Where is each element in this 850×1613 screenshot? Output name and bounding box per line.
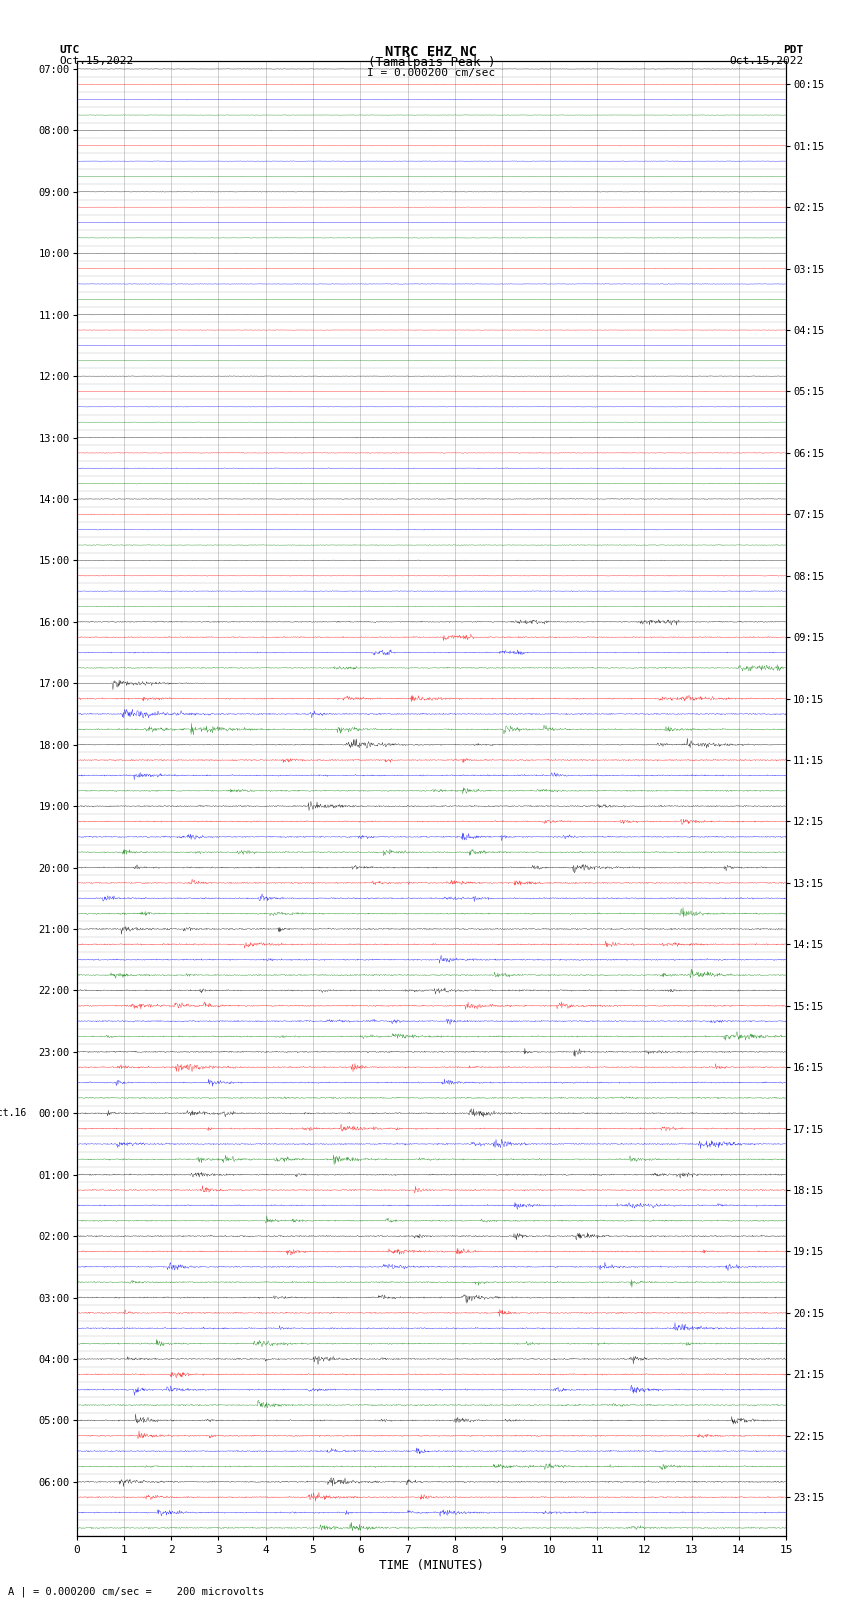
- Text: I = 0.000200 cm/sec: I = 0.000200 cm/sec: [367, 68, 496, 77]
- Text: Oct.16: Oct.16: [0, 1108, 27, 1118]
- X-axis label: TIME (MINUTES): TIME (MINUTES): [379, 1558, 484, 1571]
- Text: (Tamalpais Peak ): (Tamalpais Peak ): [368, 56, 495, 69]
- Text: PDT: PDT: [783, 45, 803, 55]
- Text: Oct.15,2022: Oct.15,2022: [729, 56, 803, 66]
- Text: Oct.15,2022: Oct.15,2022: [60, 56, 133, 66]
- Text: UTC: UTC: [60, 45, 80, 55]
- Text: A | = 0.000200 cm/sec =    200 microvolts: A | = 0.000200 cm/sec = 200 microvolts: [8, 1586, 264, 1597]
- Text: NTRC EHZ NC: NTRC EHZ NC: [385, 45, 478, 60]
